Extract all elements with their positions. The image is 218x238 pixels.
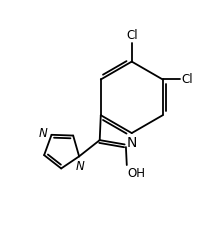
Text: Cl: Cl (181, 73, 193, 86)
Text: N: N (75, 160, 84, 173)
Text: OH: OH (127, 167, 145, 180)
Text: Cl: Cl (126, 29, 138, 42)
Text: N: N (39, 127, 48, 140)
Text: N: N (126, 136, 137, 150)
